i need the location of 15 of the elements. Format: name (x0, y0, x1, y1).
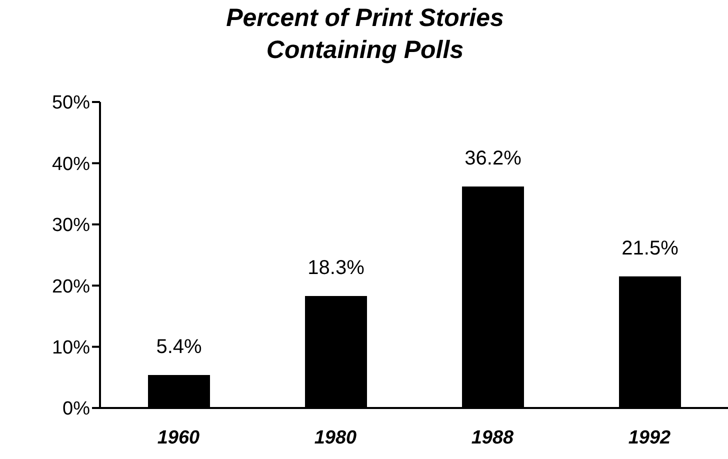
data-label: 18.3% (308, 257, 365, 280)
chart-title: Percent of Print Stories Containing Polls (225, 3, 505, 66)
y-tick-label: 20% (52, 276, 90, 298)
y-tick-label: 40% (52, 154, 90, 175)
x-tick-label: 1992 (628, 427, 672, 448)
x-tick-label: 1988 (471, 427, 514, 448)
y-tick-label: 10% (52, 338, 90, 359)
x-tick-label: 1980 (314, 427, 358, 448)
y-tick-label: 0% (62, 398, 90, 420)
y-tick-label: 50% (52, 92, 90, 114)
data-label: 21.5% (622, 237, 679, 260)
data-label: 36.2% (464, 147, 522, 170)
y-tick-label: 30% (52, 215, 90, 236)
data-label: 5.4% (156, 336, 202, 358)
x-tick-label: 1960 (157, 427, 200, 448)
